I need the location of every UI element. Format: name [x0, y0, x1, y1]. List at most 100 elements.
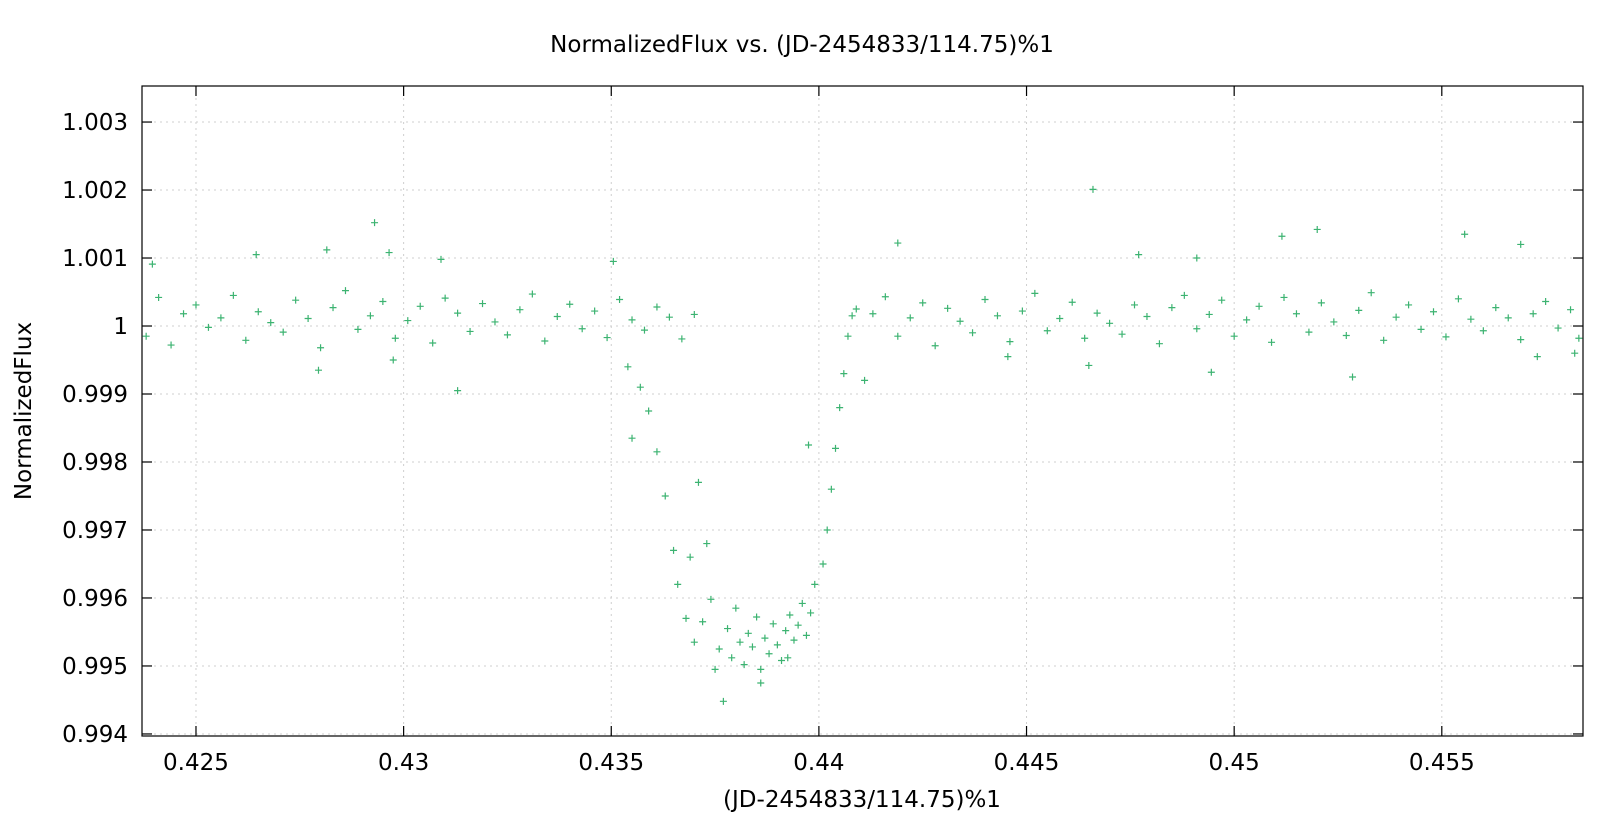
- data-point: [852, 305, 860, 313]
- data-point: [1056, 315, 1064, 323]
- data-point: [919, 299, 927, 307]
- data-point: [753, 613, 761, 621]
- data-point: [242, 336, 250, 344]
- data-point: [1006, 338, 1014, 346]
- data-point: [591, 307, 599, 315]
- x-axis-label: (JD-2454833/114.75)%1: [723, 787, 1001, 813]
- data-point: [1131, 301, 1138, 309]
- data-point: [1467, 315, 1475, 323]
- data-point: [148, 260, 156, 268]
- data-point: [1380, 336, 1388, 344]
- data-point: [707, 595, 715, 603]
- data-point: [192, 301, 200, 309]
- data-point: [1492, 304, 1500, 312]
- data-point: [267, 319, 275, 327]
- x-tick-label: 0.43: [378, 750, 429, 776]
- data-point: [180, 310, 188, 318]
- data-point: [1085, 361, 1093, 369]
- data-point: [1567, 306, 1575, 314]
- y-tick-label: 0.998: [62, 450, 128, 476]
- data-point: [636, 383, 644, 391]
- data-point: [1193, 254, 1201, 262]
- data-point: [840, 370, 848, 378]
- x-tick-label: 0.445: [994, 750, 1060, 776]
- data-point: [389, 356, 397, 364]
- data-point: [1089, 185, 1097, 193]
- data-point: [491, 318, 499, 326]
- data-point: [894, 239, 902, 247]
- data-point: [773, 641, 781, 649]
- data-point: [385, 249, 393, 257]
- data-point: [711, 665, 719, 673]
- data-point: [645, 407, 653, 415]
- data-point: [1405, 301, 1413, 309]
- data-point: [279, 328, 287, 336]
- data-point: [229, 291, 237, 299]
- data-point: [1317, 299, 1325, 307]
- data-point: [769, 620, 777, 628]
- data-point: [254, 308, 262, 316]
- data-point: [861, 376, 869, 384]
- data-point: [778, 657, 786, 665]
- data-point: [931, 342, 939, 350]
- x-axis: 0.425 0.43 0.435 0.44 0.445 0.45 0.455: [163, 86, 1475, 776]
- data-point: [371, 219, 379, 227]
- data-point: [1554, 324, 1562, 332]
- plot-frame: [141, 85, 1584, 737]
- data-point: [703, 540, 711, 548]
- data-point: [616, 295, 624, 303]
- data-point: [628, 316, 636, 324]
- data-point: [690, 638, 698, 646]
- data-point: [1454, 295, 1462, 303]
- data-point: [678, 335, 686, 343]
- data-point: [516, 306, 524, 314]
- data-points: [142, 185, 1583, 705]
- y-axis: 0.994 0.995 0.996 0.997 0.998 0.999 1 1.001 1.00…: [62, 110, 1583, 748]
- x-tick-label: 0.44: [793, 750, 844, 776]
- data-point: [728, 654, 736, 662]
- data-point: [1305, 328, 1313, 336]
- data-point: [1193, 325, 1201, 333]
- y-tick-label: 0.999: [62, 382, 128, 408]
- data-point: [732, 604, 740, 612]
- data-point: [1417, 325, 1425, 333]
- data-point: [323, 246, 331, 254]
- data-point: [354, 325, 362, 333]
- y-tick-label: 1.001: [62, 246, 128, 272]
- data-point: [329, 304, 337, 312]
- data-point: [944, 304, 952, 312]
- data-point: [578, 325, 586, 333]
- data-point: [981, 295, 989, 303]
- data-point: [782, 627, 790, 635]
- data-point: [609, 257, 617, 265]
- data-point: [640, 326, 648, 334]
- data-point: [1461, 230, 1469, 238]
- x-tick-label: 0.455: [1409, 750, 1475, 776]
- data-point: [765, 650, 773, 658]
- data-point: [661, 492, 669, 500]
- data-point: [252, 251, 260, 259]
- data-point: [1342, 332, 1350, 340]
- data-point: [292, 296, 300, 304]
- data-point: [823, 526, 831, 534]
- data-point: [528, 290, 536, 298]
- data-point: [1355, 306, 1363, 314]
- data-point: [802, 631, 810, 639]
- data-point: [204, 323, 212, 331]
- data-point: [686, 553, 694, 561]
- data-point: [740, 661, 748, 669]
- data-point: [1280, 293, 1288, 301]
- data-point: [699, 618, 707, 626]
- y-axis-label: NormalizedFlux: [11, 322, 37, 500]
- data-point: [690, 310, 698, 318]
- data-point: [736, 638, 744, 646]
- data-point: [786, 611, 794, 619]
- data-point: [761, 634, 769, 642]
- data-point: [1031, 289, 1039, 297]
- data-point: [314, 366, 322, 374]
- data-point: [366, 312, 374, 320]
- data-point: [819, 560, 827, 568]
- data-point: [969, 329, 977, 337]
- data-point: [304, 315, 312, 323]
